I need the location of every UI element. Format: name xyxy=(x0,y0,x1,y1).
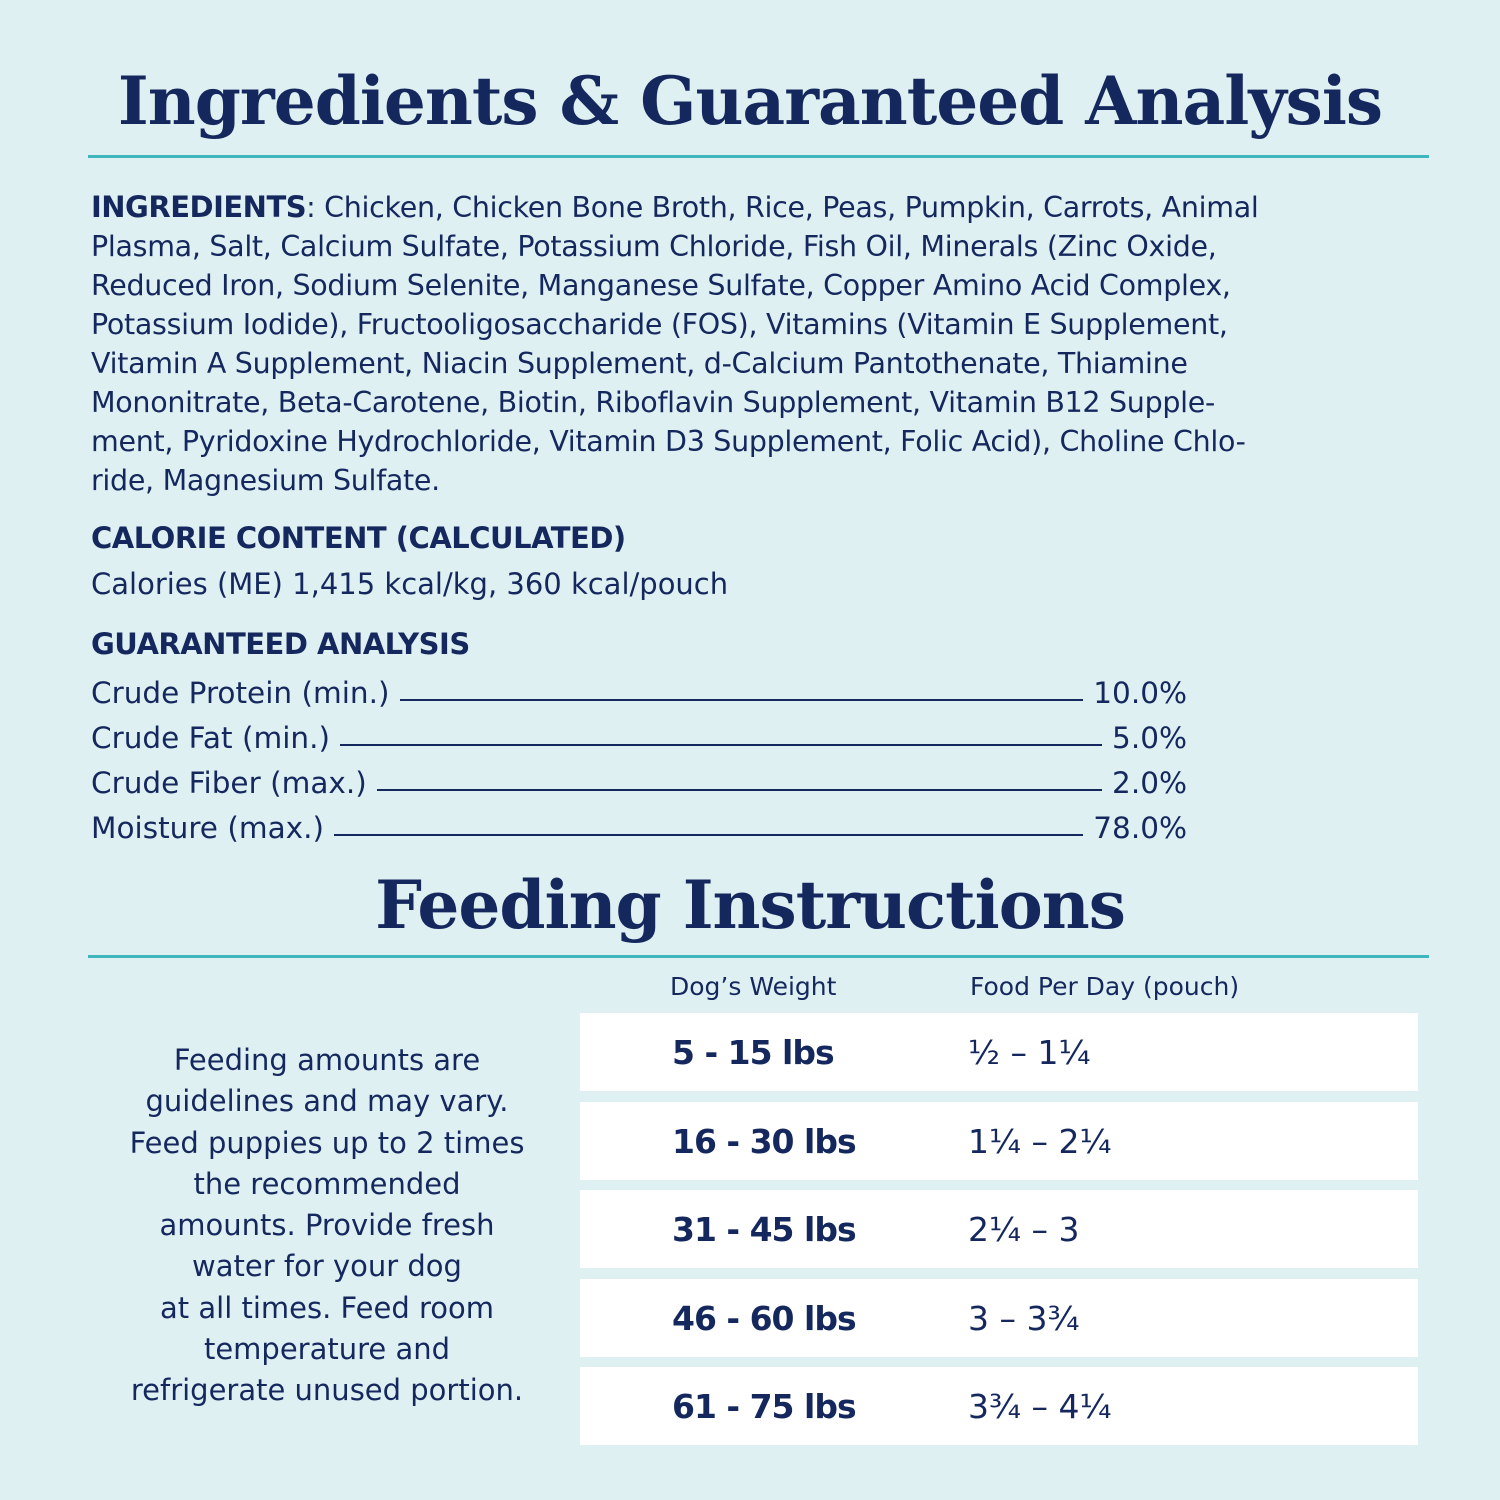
analysis-value: 5.0% xyxy=(1112,721,1187,755)
ingredients-line: Potassium Iodide), Fructooligosaccharide… xyxy=(91,308,1228,341)
analysis-label: Crude Fat (min.) xyxy=(91,721,330,755)
analysis-row: Crude Fat (min.) 5.0% xyxy=(91,710,1187,755)
analysis-title: Ingredients & Guaranteed Analysis xyxy=(117,62,1383,140)
dot-leader xyxy=(339,744,1103,746)
ingredients-line: Plasma, Salt, Calcium Sulfate, Potassium… xyxy=(91,230,1217,263)
ingredients-line: Reduced Iron, Sodium Selenite, Manganese… xyxy=(91,269,1231,302)
weight-cell: 5 - 15 lbs xyxy=(672,1033,835,1072)
food-cell: 2¼ – 3 xyxy=(968,1210,1080,1249)
calorie-heading: CALORIE CONTENT (CALCULATED) xyxy=(91,521,626,555)
table-row: 61 - 75 lbs 3¾ – 4¼ xyxy=(580,1367,1418,1445)
food-cell: 3 – 3¾ xyxy=(968,1298,1080,1338)
note-line: Feeding amounts are xyxy=(173,1043,481,1077)
weight-cell: 61 - 75 lbs xyxy=(672,1387,857,1426)
table-row: 31 - 45 lbs 2¼ – 3 xyxy=(580,1190,1418,1268)
note-line: temperature and xyxy=(203,1332,451,1367)
ingredients-line: Vitamin A Supplement, Niacin Supplement,… xyxy=(91,347,1188,380)
ingredients-line: ment, Pyridoxine Hydrochloride, Vitamin … xyxy=(91,425,1246,458)
weight-cell: 16 - 30 lbs xyxy=(672,1121,857,1161)
column-header-food: Food Per Day (pouch) xyxy=(970,972,1240,1001)
dot-leader xyxy=(376,789,1103,791)
food-cell: ½ – 1¼ xyxy=(968,1033,1091,1072)
calorie-text: Calories (ME) 1,415 kcal/kg, 360 kcal/po… xyxy=(91,567,729,601)
table-row: 46 - 60 lbs 3 – 3¾ xyxy=(580,1278,1418,1357)
ingredients-line: ride, Magnesium Sulfate. xyxy=(91,464,440,497)
analysis-row: Moisture (max.) 78.0% xyxy=(91,800,1187,845)
note-line: water for your dog xyxy=(192,1249,462,1284)
analysis-value: 78.0% xyxy=(1093,811,1187,845)
ingredients-line: Mononitrate, Beta-Carotene, Biotin, Ribo… xyxy=(91,386,1215,419)
note-line: refrigerate unused portion. xyxy=(130,1373,524,1408)
dot-leader xyxy=(334,834,1084,836)
analysis-row: Crude Fiber (max.) 2.0% xyxy=(91,755,1187,800)
weight-cell: 46 - 60 lbs xyxy=(672,1298,857,1338)
weight-cell: 31 - 45 lbs xyxy=(672,1210,857,1249)
ingredients-label: INGREDIENTS xyxy=(91,190,307,224)
analysis-value: 2.0% xyxy=(1112,766,1187,800)
analysis-row: Crude Protein (min.) 10.0% xyxy=(91,665,1187,710)
note-line: amounts. Provide fresh xyxy=(159,1208,495,1243)
feeding-note: Feeding amounts are guidelines and may va… xyxy=(97,1040,557,1412)
table-row: 5 - 15 lbs ½ – 1¼ xyxy=(580,1013,1418,1091)
ingredients-line: : Chicken, Chicken Bone Broth, Rice, Pea… xyxy=(306,191,1259,224)
note-line: Feed puppies up to 2 times xyxy=(129,1125,525,1160)
divider xyxy=(88,955,1429,958)
feeding-title: Feeding Instructions xyxy=(375,866,1126,944)
analysis-label: Crude Fiber (max.) xyxy=(91,766,367,800)
divider xyxy=(88,155,1429,158)
food-cell: 3¾ – 4¼ xyxy=(968,1387,1112,1426)
analysis-value: 10.0% xyxy=(1093,676,1187,710)
analysis-label: Crude Protein (min.) xyxy=(91,676,390,710)
food-cell: 1¼ – 2¼ xyxy=(968,1121,1112,1161)
column-header-weight: Dog’s Weight xyxy=(670,972,837,1001)
analysis-label: Moisture (max.) xyxy=(91,811,325,845)
note-line: guidelines and may vary. xyxy=(145,1084,509,1119)
table-row: 16 - 30 lbs 1¼ – 2¼ xyxy=(580,1101,1418,1180)
dot-leader xyxy=(399,699,1084,701)
ingredients-text: INGREDIENTS: Chicken, Chicken Bone Broth… xyxy=(91,188,1259,500)
guaranteed-heading: GUARANTEED ANALYSIS xyxy=(91,627,470,661)
note-line: at all times. Feed room xyxy=(160,1290,494,1325)
note-line: the recommended xyxy=(193,1166,461,1201)
